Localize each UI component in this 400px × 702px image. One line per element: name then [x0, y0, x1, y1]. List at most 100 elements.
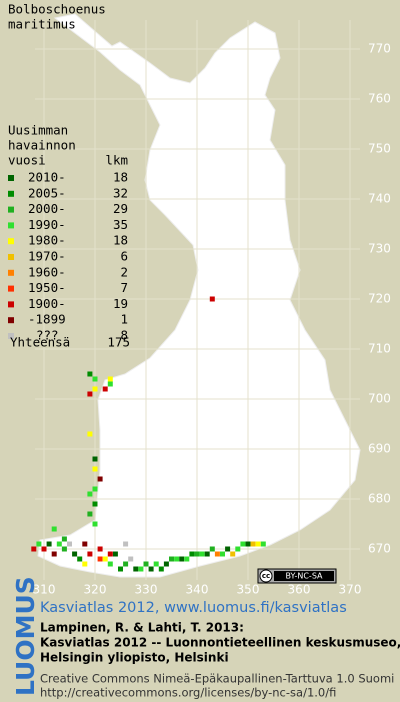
observation [138, 566, 144, 572]
observation [92, 521, 98, 527]
legend-label: 1950- [28, 280, 66, 295]
observation [56, 541, 62, 547]
observation [250, 541, 256, 547]
observation [51, 526, 57, 532]
observation [199, 551, 205, 557]
legend-label: 1990- [28, 217, 66, 232]
observation [204, 551, 210, 557]
legend-swatch [8, 222, 14, 229]
legend-label: 2010- [28, 170, 66, 185]
cc-mark: cc [262, 572, 270, 580]
legend-count: 7 [120, 280, 128, 295]
legend-label: 1980- [28, 233, 66, 248]
observation [36, 541, 42, 547]
y-label: 680 [368, 492, 391, 506]
observation [112, 551, 118, 557]
citation: Kasviatlas 2012 -- Luonnontieteellinen k… [40, 636, 400, 650]
observation [230, 551, 236, 557]
observation [194, 551, 200, 557]
observation [189, 551, 195, 557]
observation [82, 561, 88, 567]
legend-count: 6 [120, 249, 128, 264]
observation [107, 551, 113, 557]
observation [245, 541, 251, 547]
observation [148, 566, 154, 572]
legend-swatch [8, 206, 14, 213]
x-label: 340 [186, 583, 209, 597]
observation [107, 561, 113, 567]
land [37, 13, 361, 578]
observation [235, 546, 241, 552]
observation [97, 546, 103, 552]
observation [97, 556, 103, 562]
observation [77, 556, 83, 562]
citation: Helsingin yliopisto, Helsinki [40, 651, 229, 665]
x-label: 360 [288, 583, 311, 597]
legend-swatch [8, 317, 14, 324]
observation [92, 466, 98, 472]
legend-label: 1960- [28, 264, 66, 279]
observation [41, 546, 47, 552]
logo: LUOMUS [11, 576, 40, 696]
legend-count: 29 [113, 201, 128, 216]
y-label: 740 [368, 192, 391, 206]
legend-count: 19 [113, 296, 128, 311]
observation [92, 486, 98, 492]
observation [179, 556, 185, 562]
y-label: 730 [368, 242, 391, 256]
observation [118, 566, 123, 572]
cc-license: BY-NC-SA [285, 572, 323, 581]
y-label: 770 [368, 42, 391, 56]
x-label: 310 [33, 583, 56, 597]
observation [87, 371, 93, 377]
observation [92, 376, 98, 382]
observation [31, 546, 37, 552]
observation [133, 566, 139, 572]
legend-swatch [8, 238, 14, 245]
y-label: 760 [368, 92, 391, 106]
legend-swatch [8, 190, 14, 197]
legend-count: 32 [113, 185, 128, 200]
observation [158, 566, 164, 572]
license: http://creativecommons.org/licenses/by-n… [40, 686, 336, 700]
legend-label: -1899 [28, 312, 66, 327]
observation [240, 541, 246, 547]
observation [214, 551, 220, 557]
footer-link: Kasviatlas 2012, www.luomus.fi/kasviatla… [40, 600, 347, 616]
y-label: 720 [368, 292, 391, 306]
legend-count: 2 [120, 264, 128, 279]
legend-count: 18 [113, 233, 128, 248]
observation [92, 386, 98, 392]
observation [107, 376, 113, 382]
observation [123, 561, 129, 567]
observation [51, 551, 57, 557]
observation [225, 546, 231, 552]
observation [209, 546, 215, 552]
legend-heading: vuosi [8, 153, 46, 168]
y-label: 700 [368, 392, 391, 406]
observation [61, 536, 67, 542]
legend-label: 2000- [28, 201, 66, 216]
legend-label: 1900- [28, 296, 66, 311]
observation [209, 296, 215, 302]
legend-heading: havainnon [8, 138, 76, 153]
legend-swatch [8, 254, 14, 260]
observation [61, 546, 67, 552]
observation [123, 541, 129, 547]
observation [107, 381, 113, 387]
observation [102, 386, 108, 392]
observation [153, 561, 159, 567]
observation [92, 501, 98, 507]
y-label: 690 [368, 442, 391, 456]
title: Bolboschoenus [8, 2, 106, 17]
observation [92, 456, 98, 462]
title: maritimus [8, 17, 76, 32]
observation [46, 541, 52, 547]
legend-count-heading: lkm [105, 153, 128, 168]
observation [87, 491, 93, 497]
legend-count: 18 [113, 170, 128, 185]
citation: Lampinen, R. & Lahti, T. 2013: [40, 621, 244, 635]
y-label: 710 [368, 342, 391, 356]
observation [102, 556, 108, 562]
